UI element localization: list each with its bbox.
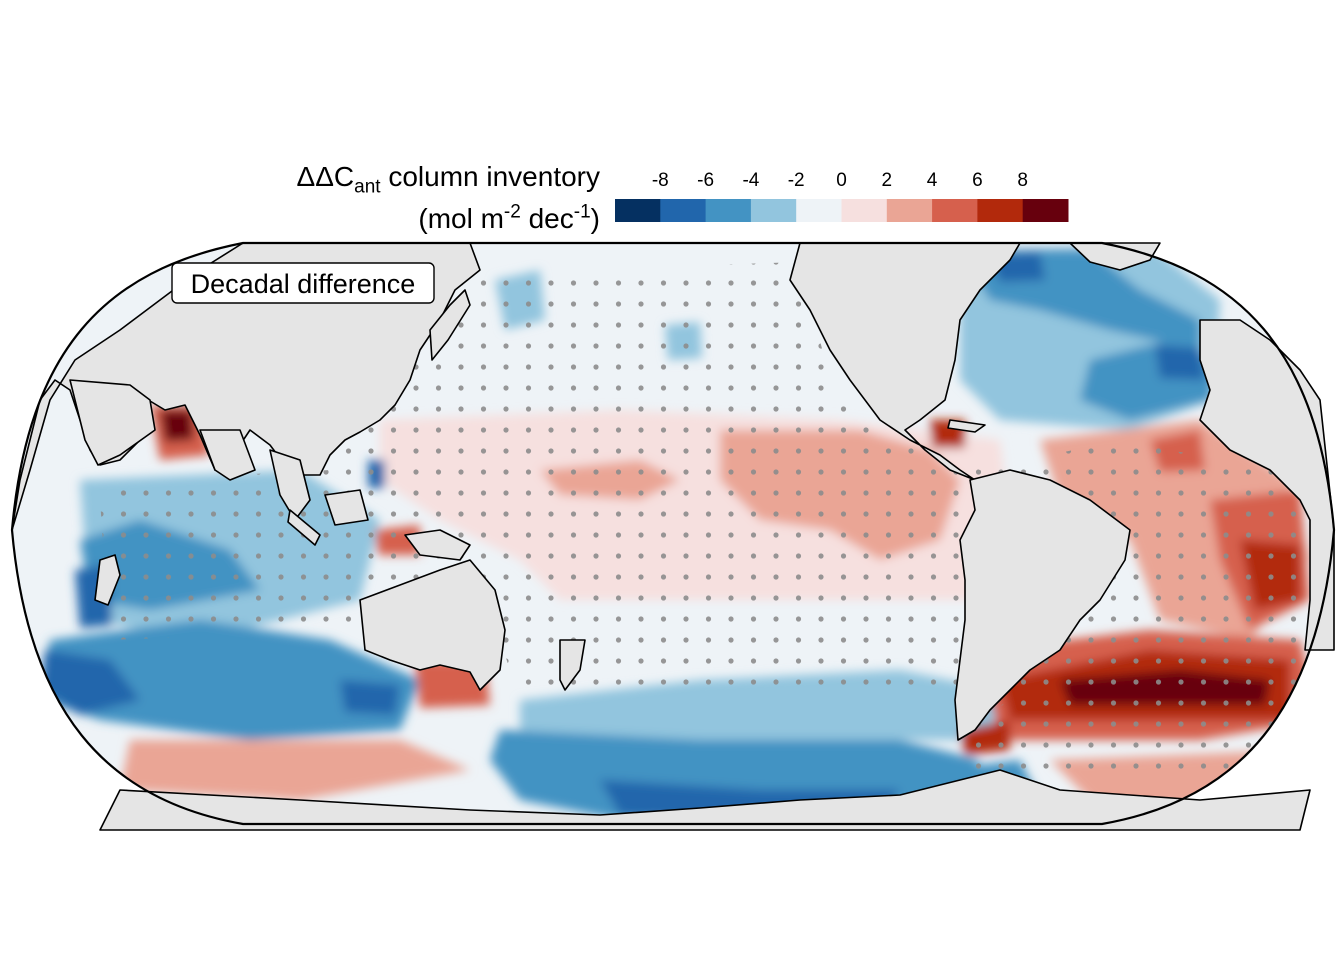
patch-south-indian xyxy=(40,620,420,740)
colorbar-swatch xyxy=(615,199,661,222)
land-arabia xyxy=(69,379,156,466)
globe-outline xyxy=(10,241,1336,826)
panel-label: Decadal difference xyxy=(191,269,416,299)
colorbar-tick-label: 4 xyxy=(927,170,938,191)
colorbar-swatch xyxy=(841,199,888,222)
colorbar-tick-label: -8 xyxy=(652,170,669,191)
colorbar-tick-label: 8 xyxy=(1017,170,1028,191)
patch-agulhas xyxy=(40,650,140,715)
colorbar-swatch xyxy=(932,199,978,222)
patch-persian-gulf xyxy=(160,410,194,442)
land-south-america xyxy=(954,469,1131,741)
colorbar xyxy=(615,199,1069,222)
patch-natl-dark xyxy=(1155,345,1205,380)
colorbar-swatch xyxy=(750,199,797,222)
colorbar-tick-label: -4 xyxy=(742,170,759,191)
land-australia xyxy=(359,559,506,691)
colorbar-tick-label: -2 xyxy=(788,170,805,191)
land-borneo xyxy=(324,489,369,526)
land-cuba xyxy=(947,419,986,433)
colorbar-swatch xyxy=(1022,199,1069,222)
patch-indian-southern-pink xyxy=(120,740,470,800)
patch-south-indian-dark xyxy=(340,680,400,715)
land-greenland xyxy=(1069,242,1161,271)
colorbar-ticks: -8 -6 -4 -2 0 2 4 6 8 xyxy=(652,170,1028,191)
colorbar-tick-label: 0 xyxy=(836,170,847,191)
land-india xyxy=(199,429,256,481)
legend-units-line: (mol m-2 dec-1) xyxy=(418,201,600,234)
colorbar-tick-label: -6 xyxy=(697,170,714,191)
land-new-zealand xyxy=(559,639,586,691)
land-new-guinea xyxy=(404,529,471,561)
colorbar-swatch xyxy=(705,199,752,222)
land-madagascar xyxy=(94,554,121,606)
colorbar-swatch xyxy=(886,199,933,222)
legend-title-line1: ΔΔCant column inventory xyxy=(296,161,601,198)
land-se-asia xyxy=(269,449,311,521)
land-sumatra xyxy=(287,509,321,546)
panel-label-box xyxy=(171,262,435,304)
land-japan xyxy=(429,289,471,361)
colorbar-swatch xyxy=(977,199,1024,222)
colorbar-swatch xyxy=(660,199,707,222)
land-north-america xyxy=(789,242,1021,481)
legend-title: ΔΔCant column inventory (mol m-2 dec-1) xyxy=(230,156,601,240)
colorbar-tick-label: 6 xyxy=(972,170,983,191)
colorbar-swatch xyxy=(796,199,842,222)
land-masses xyxy=(11,242,1335,831)
land-antarctica xyxy=(99,769,1311,831)
colorbar-tick-label: 2 xyxy=(882,170,893,191)
